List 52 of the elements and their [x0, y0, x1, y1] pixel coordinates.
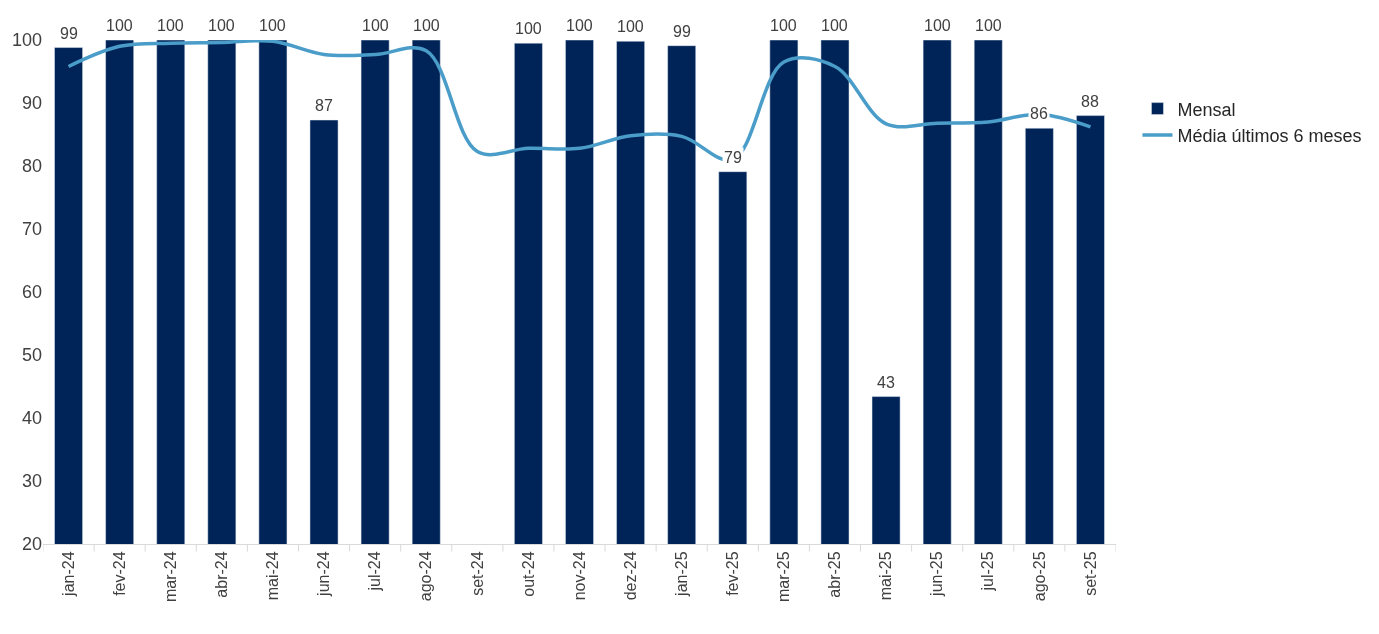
x-tick-label: mar-25 — [775, 551, 793, 603]
data-label: 43 — [877, 374, 895, 391]
x-tick-label: jul-24 — [366, 551, 384, 592]
legend-label: Mensal — [1177, 99, 1236, 120]
x-tick-label: abr-24 — [213, 551, 231, 598]
y-tick-label: 100 — [11, 30, 42, 51]
x-tick-label: abr-25 — [826, 551, 844, 598]
y-tick-label: 90 — [21, 93, 42, 114]
x-tick-label: set-24 — [468, 551, 486, 596]
x-tick-label: jun-24 — [315, 551, 333, 597]
data-label: 100 — [617, 18, 644, 35]
data-label: 100 — [106, 17, 133, 34]
x-tick-label: set-25 — [1081, 551, 1099, 596]
x-tick-label: out-24 — [519, 551, 537, 597]
x-tick-label: dez-24 — [621, 551, 639, 601]
x-tick-label: mar-24 — [161, 551, 179, 603]
legend-label: Média últimos 6 meses — [1177, 126, 1362, 147]
y-tick-label: 20 — [21, 534, 42, 555]
data-label: 100 — [566, 17, 593, 34]
data-label: 88 — [1081, 93, 1099, 110]
data-label: 100 — [770, 17, 797, 34]
y-tick-label: 30 — [21, 471, 42, 492]
y-tick-label: 50 — [21, 345, 42, 366]
x-tick-label: fev-24 — [110, 551, 128, 596]
data-label: 100 — [515, 20, 542, 37]
x-tick-label: jan-24 — [59, 551, 77, 597]
y-tick-label: 40 — [21, 408, 42, 429]
data-label: 86 — [1030, 105, 1048, 122]
y-tick-label: 80 — [21, 156, 42, 177]
data-label: 100 — [413, 17, 440, 34]
y-tick-label: 60 — [21, 282, 42, 303]
data-label: 99 — [60, 25, 78, 42]
x-tick-label: mai-25 — [877, 551, 895, 601]
x-tick-label: jul-25 — [979, 551, 997, 592]
y-tick-label: 70 — [21, 219, 42, 240]
data-label: 100 — [208, 17, 235, 34]
data-label: 100 — [259, 17, 286, 34]
data-label: 100 — [924, 17, 951, 34]
data-label: 100 — [821, 17, 848, 34]
x-tick-label: jun-25 — [928, 551, 946, 597]
x-tick-label: ago-25 — [1030, 551, 1048, 602]
data-label: 79 — [724, 149, 742, 166]
data-label: 100 — [975, 17, 1002, 34]
data-label: 100 — [157, 17, 184, 34]
x-tick-label: nov-24 — [570, 551, 588, 601]
data-label: 87 — [315, 97, 333, 114]
x-tick-label: ago-24 — [417, 551, 435, 602]
data-label: 100 — [362, 17, 389, 34]
x-tick-label: jan-25 — [672, 551, 690, 597]
data-label: 99 — [673, 23, 691, 40]
x-tick-label: fev-25 — [723, 551, 741, 596]
x-tick-label: mai-24 — [264, 551, 282, 601]
